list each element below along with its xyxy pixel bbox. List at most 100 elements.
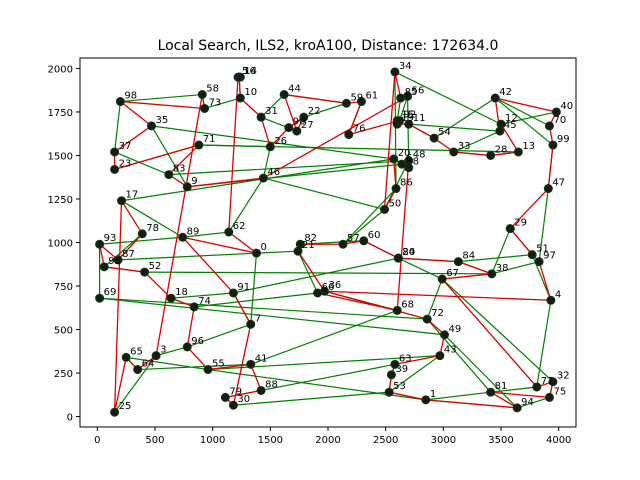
- city-label: 12: [505, 113, 518, 124]
- x-tick-label: 3000: [431, 435, 456, 446]
- city-label: 40: [560, 101, 573, 112]
- city-point: [178, 232, 188, 242]
- city-point: [295, 239, 305, 249]
- city-point: [258, 173, 268, 183]
- city-point: [341, 98, 351, 108]
- tour-edge: [458, 261, 493, 275]
- city-point: [344, 130, 354, 140]
- city-label: 13: [522, 141, 535, 152]
- city-label: 80: [402, 247, 415, 258]
- city-point: [543, 184, 553, 194]
- tour-edge: [120, 200, 143, 235]
- improvement-edge: [204, 97, 241, 110]
- improvement-edge: [99, 297, 445, 336]
- city-label: 36: [329, 280, 342, 291]
- city-point: [527, 250, 537, 260]
- improvement-edge: [426, 278, 443, 320]
- tour-edge: [225, 389, 262, 399]
- city-point: [151, 351, 161, 361]
- city-label: 26: [274, 136, 287, 147]
- city-points: [95, 67, 561, 417]
- city-label: 45: [504, 120, 517, 131]
- tour-edge: [228, 231, 257, 254]
- improvement-edge: [342, 188, 397, 245]
- city-label: 58: [206, 84, 219, 95]
- improvement-edge: [208, 355, 440, 371]
- tour-edge: [232, 292, 252, 325]
- city-label: 72: [431, 308, 444, 319]
- city-label: 77: [541, 376, 554, 387]
- improvement-edge: [260, 363, 396, 392]
- tour-edge: [155, 94, 203, 356]
- city-point: [392, 305, 402, 315]
- city-label: 79: [229, 386, 242, 397]
- improvement-edge: [103, 233, 143, 268]
- city-point: [279, 90, 289, 100]
- city-label: 39: [395, 364, 408, 375]
- improvement-edge: [536, 300, 552, 388]
- city-point: [404, 156, 414, 166]
- improvement-edge: [433, 97, 496, 139]
- city-point: [182, 342, 192, 352]
- city-label: 98: [124, 91, 137, 102]
- tour-edge: [363, 240, 399, 259]
- improvement-edge: [494, 97, 550, 127]
- improvement-edge: [398, 257, 443, 280]
- city-label: 41: [255, 353, 268, 364]
- improvement-edge: [114, 151, 170, 176]
- city-label: 97: [543, 251, 556, 262]
- city-point: [234, 72, 244, 82]
- improvement-edge: [118, 252, 257, 261]
- city-label: 86: [400, 178, 413, 189]
- tour-edge: [393, 158, 397, 189]
- city-point: [548, 140, 558, 150]
- city-label: 59: [350, 92, 363, 103]
- improvement-edge: [494, 97, 554, 146]
- city-point: [203, 365, 213, 375]
- city-label: 66: [322, 282, 335, 293]
- city-point: [113, 255, 123, 265]
- city-label: 44: [288, 84, 301, 95]
- tour-edge: [283, 94, 298, 132]
- tour-edge: [114, 125, 152, 153]
- city-label: 70: [553, 115, 566, 126]
- city-label: 78: [146, 223, 159, 234]
- improvement-edge: [187, 323, 251, 348]
- improvement-edge: [137, 363, 251, 371]
- x-tick-label: 1500: [258, 435, 283, 446]
- improvement-edge: [263, 177, 385, 211]
- city-label: 95: [108, 256, 121, 267]
- city-point: [313, 288, 323, 298]
- city-point: [404, 119, 414, 129]
- city-label: 75: [553, 386, 566, 397]
- city-label: 34: [399, 61, 412, 72]
- city-label: 28: [495, 144, 508, 155]
- city-point: [440, 330, 450, 340]
- city-label: 63: [399, 353, 412, 364]
- city-label: 64: [142, 359, 155, 370]
- city-point: [121, 352, 131, 362]
- x-tick-label: 2500: [373, 435, 398, 446]
- city-label: 94: [521, 397, 534, 408]
- y-tick-label: 2000: [48, 64, 73, 75]
- city-point: [380, 204, 390, 214]
- city-label: 27: [301, 120, 314, 131]
- city-label: 60: [368, 230, 381, 241]
- city-point: [182, 182, 192, 192]
- x-tick-label: 1000: [200, 435, 225, 446]
- city-point: [544, 392, 554, 402]
- tour-edge: [260, 116, 271, 147]
- city-label: 1: [430, 389, 436, 400]
- city-label: 73: [209, 97, 222, 108]
- city-point: [486, 150, 496, 160]
- tour-edge: [442, 273, 492, 280]
- city-point: [397, 159, 407, 169]
- city-label: 24: [402, 247, 415, 258]
- tour-edge: [324, 290, 551, 301]
- city-label: 90: [293, 117, 306, 128]
- city-label: 29: [514, 218, 527, 229]
- improvement-edge: [406, 96, 410, 168]
- tour-edge: [441, 278, 538, 388]
